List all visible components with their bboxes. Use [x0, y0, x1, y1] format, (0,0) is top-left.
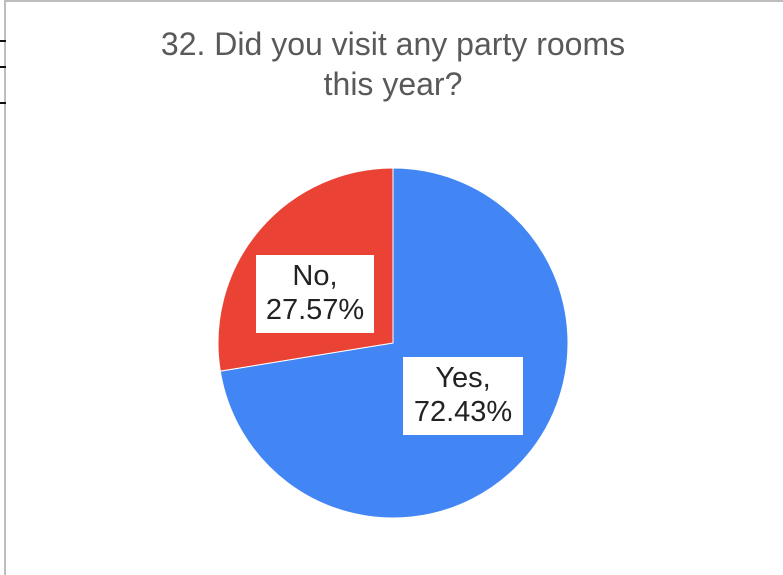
chart-title: 32. Did you visit any party rooms this y… — [60, 24, 726, 104]
frame-tick — [0, 102, 6, 104]
data-label-background — [403, 357, 523, 435]
frame-tick — [0, 66, 6, 68]
data-label-percent: 27.57% — [266, 294, 364, 326]
data-label-no: No,27.57% — [256, 255, 374, 333]
data-label-background — [256, 255, 374, 333]
frame-top-border — [4, 0, 783, 2]
data-label-yes: Yes,72.43% — [403, 357, 523, 435]
data-label-category: Yes, — [435, 362, 490, 394]
frame-tick — [0, 40, 6, 42]
chart-title-line-1: 32. Did you visit any party rooms — [160, 26, 626, 62]
chart-title-line-2: this year? — [323, 66, 463, 102]
data-label-percent: 72.43% — [414, 396, 512, 428]
data-label-category: No, — [292, 260, 337, 292]
frame-left-border — [4, 0, 6, 575]
